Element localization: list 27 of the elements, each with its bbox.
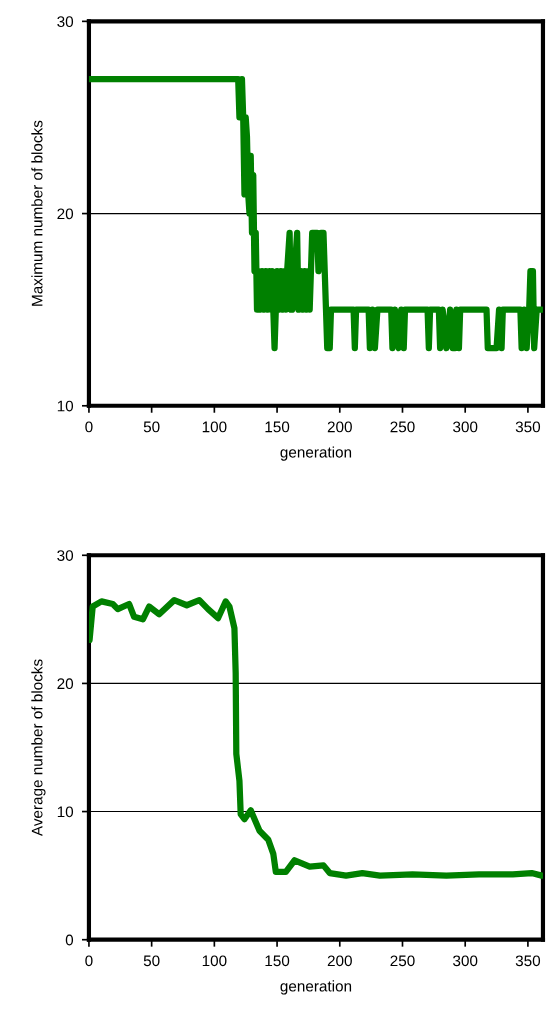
x-tick-label: 100 xyxy=(202,955,227,967)
x-tick-label: 50 xyxy=(143,955,160,967)
x-tick-label: 150 xyxy=(265,955,290,967)
y-tick-label: 20 xyxy=(57,678,74,690)
x-axis-title: generation xyxy=(280,446,352,461)
x-tick-label: 250 xyxy=(390,421,415,433)
x-tick-label: 200 xyxy=(327,421,352,433)
x-tick-label: 50 xyxy=(143,421,160,433)
y-axis-title: Average number of blocks xyxy=(31,659,46,837)
x-tick-label: 200 xyxy=(327,955,352,967)
y-tick-label: 30 xyxy=(57,16,74,28)
x-tick-label: 150 xyxy=(265,421,290,433)
y-axis-title: Maximum number of blocks xyxy=(31,120,43,306)
x-tick-label: 350 xyxy=(515,955,541,967)
x-tick-label: 300 xyxy=(453,955,478,967)
x-tick-label: 250 xyxy=(390,955,415,967)
x-tick-label: 300 xyxy=(453,421,478,433)
x-tick-label: 100 xyxy=(202,421,227,433)
x-tick-label: 0 xyxy=(85,421,93,433)
y-tick-label: 10 xyxy=(57,400,74,412)
y-tick-label: 10 xyxy=(57,806,74,818)
y-tick-label: 20 xyxy=(57,208,74,220)
x-tick-label: 350 xyxy=(515,421,541,433)
y-tick-label: 30 xyxy=(57,550,74,561)
x-axis-title: generation xyxy=(280,980,352,995)
y-tick-label: 0 xyxy=(65,934,74,946)
x-tick-label: 0 xyxy=(85,955,93,967)
